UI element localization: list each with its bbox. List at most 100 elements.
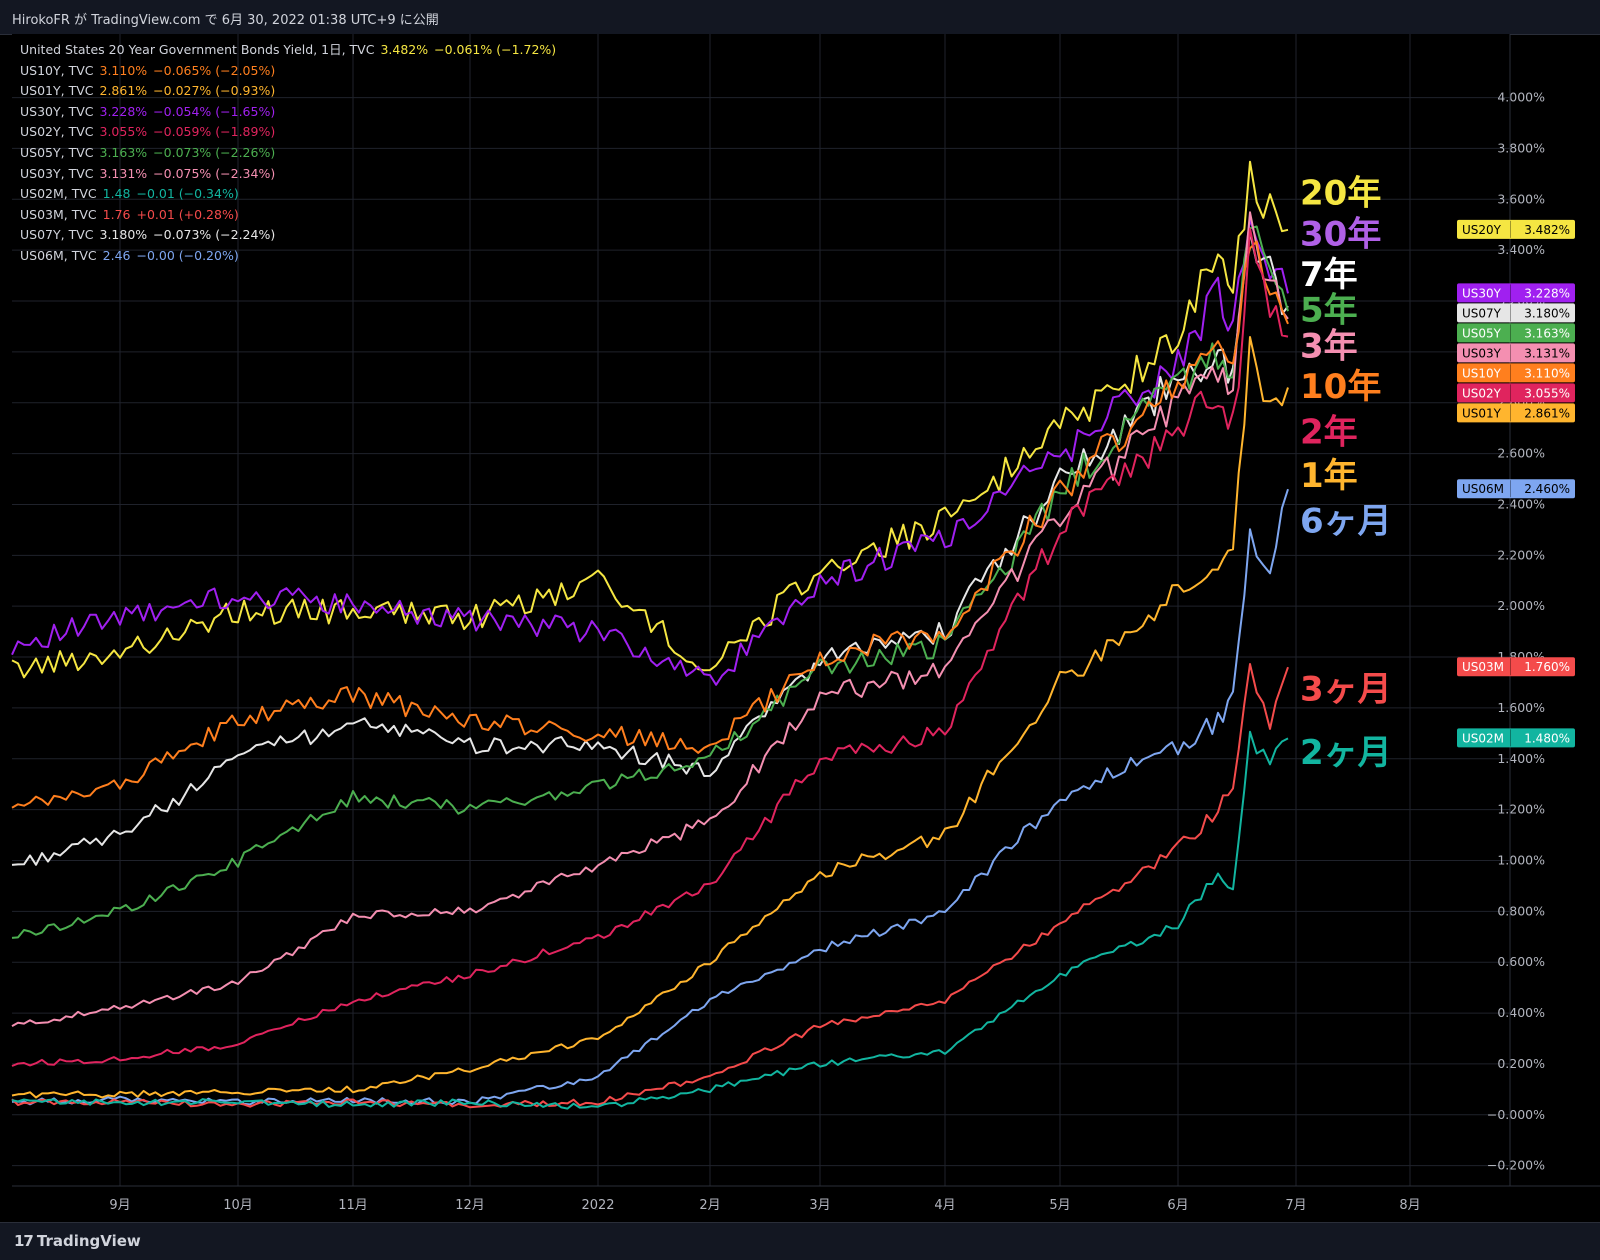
- price-label-us01y: US01Y 2.861%: [1457, 403, 1575, 423]
- legend-value: 3.131%: [99, 165, 148, 181]
- y-tick-label: 2.400%: [1497, 496, 1545, 511]
- series-line-us02m[interactable]: [11, 730, 1289, 1110]
- price-label-value: 2.861%: [1524, 406, 1570, 420]
- y-tick-label: 2.600%: [1497, 446, 1545, 461]
- annotation-label: 30年: [1300, 214, 1381, 254]
- legend-value: 3.482%: [380, 42, 429, 57]
- legend-series-name: US06M, TVC: [20, 247, 97, 263]
- series-line-us07y[interactable]: [11, 231, 1289, 866]
- y-tick-label: 3.600%: [1497, 191, 1545, 206]
- legend-value: 3.110%: [99, 62, 148, 78]
- series-line-us05y[interactable]: [11, 225, 1289, 939]
- x-tick-label: 2022: [581, 1198, 614, 1213]
- price-label-symbol: US03M: [1462, 660, 1504, 674]
- series-line-us06m[interactable]: [12, 488, 1289, 1106]
- legend-value: 1.76: [102, 206, 131, 222]
- price-label-us20y: US20Y 3.482%: [1457, 219, 1575, 239]
- x-tick-label: 12月: [455, 1198, 485, 1213]
- legend-series-name: United States 20 Year Government Bonds Y…: [20, 42, 375, 57]
- legend-row[interactable]: US30Y, TVC 3.228% −0.054% (−1.65%): [20, 102, 562, 123]
- legend-series-name: US01Y, TVC: [20, 83, 94, 99]
- price-label-symbol: US10Y: [1462, 366, 1502, 380]
- price-label-us30y: US30Y 3.228%: [1457, 283, 1575, 303]
- price-label-value: 1.480%: [1524, 731, 1570, 745]
- price-label-symbol: US02M: [1462, 731, 1504, 745]
- tradingview-logo-icon: 17: [14, 1232, 34, 1250]
- legend-row[interactable]: US03Y, TVC 3.131% −0.075% (−2.34%): [20, 164, 562, 185]
- legend-change: −0.054% (−1.65%): [153, 103, 276, 119]
- legend-row[interactable]: US02M, TVC 1.48 −0.01 (−0.34%): [20, 184, 562, 205]
- y-tick-label: 0.800%: [1497, 903, 1545, 918]
- legend-row[interactable]: US07Y, TVC 3.180% −0.073% (−2.24%): [20, 225, 562, 246]
- legend-row[interactable]: US01Y, TVC 2.861% −0.027% (−0.93%): [20, 81, 562, 102]
- legend-row[interactable]: US06M, TVC 2.46 −0.00 (−0.20%): [20, 246, 562, 267]
- series-line-us03m[interactable]: [11, 663, 1289, 1109]
- legend-row[interactable]: US10Y, TVC 3.110% −0.065% (−2.05%): [20, 61, 562, 82]
- x-tick-label: 3月: [809, 1198, 830, 1213]
- price-label-symbol: US20Y: [1462, 223, 1502, 237]
- price-label-value: 3.228%: [1524, 286, 1570, 300]
- legend-value: 3.228%: [99, 103, 148, 119]
- y-tick-label: 0.600%: [1497, 954, 1545, 969]
- annotation-label: 5年: [1300, 291, 1358, 331]
- legend-series-name: US05Y, TVC: [20, 144, 94, 160]
- price-label-us02y: US02Y 3.055%: [1457, 383, 1575, 403]
- y-tick-label: 1.000%: [1497, 852, 1545, 867]
- brand[interactable]: 17 TradingView: [14, 1232, 141, 1250]
- price-label-symbol: US06M: [1462, 482, 1504, 496]
- series-line-us01y[interactable]: [11, 336, 1289, 1099]
- legend-row[interactable]: US03M, TVC 1.76 +0.01 (+0.28%): [20, 205, 562, 226]
- annotation-label: 6ヶ月: [1300, 502, 1392, 542]
- price-label-value: 3.055%: [1524, 386, 1570, 400]
- legend-row[interactable]: US05Y, TVC 3.163% −0.073% (−2.26%): [20, 143, 562, 164]
- legend-row[interactable]: US02Y, TVC 3.055% −0.059% (−1.89%): [20, 122, 562, 143]
- footer-bar: 17 TradingView: [0, 1222, 1600, 1260]
- y-tick-label: 1.400%: [1497, 751, 1545, 766]
- legend-change: −0.00 (−0.20%): [136, 247, 239, 263]
- legend-change: −0.065% (−2.05%): [153, 62, 276, 78]
- series-line-us30y[interactable]: [11, 218, 1289, 686]
- legend-series-name: US02M, TVC: [20, 186, 97, 202]
- x-tick-label: 4月: [934, 1198, 955, 1213]
- series-line-us10y[interactable]: [11, 240, 1289, 809]
- price-label-value: 3.163%: [1524, 326, 1570, 340]
- x-tick-label: 6月: [1167, 1198, 1188, 1213]
- series-line-us02y[interactable]: [11, 227, 1289, 1067]
- legend-series-name: US03M, TVC: [20, 206, 97, 222]
- price-label-us07y: US07Y 3.180%: [1457, 303, 1575, 323]
- series-legend: United States 20 Year Government Bonds Y…: [20, 40, 562, 267]
- legend-value: 3.163%: [99, 144, 148, 160]
- price-label-us03y: US03Y 3.131%: [1457, 343, 1575, 363]
- publish-text: HirokoFR が TradingView.com で 6月 30, 2022…: [12, 13, 439, 28]
- x-tick-label: 8月: [1399, 1198, 1420, 1213]
- legend-row[interactable]: United States 20 Year Government Bonds Y…: [20, 40, 562, 61]
- publish-bar: HirokoFR が TradingView.com で 6月 30, 2022…: [0, 0, 1600, 35]
- annotation-label: 1年: [1300, 456, 1358, 496]
- price-label-symbol: US07Y: [1462, 306, 1502, 320]
- y-tick-label: 2.200%: [1497, 547, 1545, 562]
- legend-value: 2.46: [102, 247, 131, 263]
- y-tick-label: 1.600%: [1497, 700, 1545, 715]
- annotation-label: 2年: [1300, 413, 1358, 453]
- x-tick-label: 5月: [1049, 1198, 1070, 1213]
- price-label-symbol: US01Y: [1462, 406, 1502, 420]
- yield-chart-svg[interactable]: 4.000%3.800%3.600%3.400%3.200%3.000%2.80…: [0, 34, 1600, 1222]
- series-line-us03y[interactable]: [11, 211, 1289, 1027]
- price-label-symbol: US05Y: [1462, 326, 1502, 340]
- legend-change: −0.073% (−2.24%): [153, 227, 276, 243]
- plot-background: [12, 34, 1510, 1186]
- legend-change: −0.027% (−0.93%): [153, 83, 276, 99]
- y-tick-label: 3.800%: [1497, 140, 1545, 155]
- legend-value: 1.48: [102, 186, 131, 202]
- legend-change: −0.01 (−0.34%): [136, 186, 239, 202]
- legend-change: −0.075% (−2.34%): [153, 165, 276, 181]
- brand-name: TradingView: [36, 1232, 141, 1250]
- chart-area[interactable]: 4.000%3.800%3.600%3.400%3.200%3.000%2.80…: [0, 34, 1600, 1234]
- legend-change: −0.061% (−1.72%): [434, 42, 557, 57]
- legend-series-name: US03Y, TVC: [20, 165, 94, 181]
- legend-value: 3.055%: [99, 124, 148, 140]
- x-tick-label: 7月: [1285, 1198, 1306, 1213]
- legend-change: +0.01 (+0.28%): [136, 206, 239, 222]
- x-tick-label: 9月: [109, 1198, 130, 1213]
- x-tick-label: 11月: [338, 1198, 368, 1213]
